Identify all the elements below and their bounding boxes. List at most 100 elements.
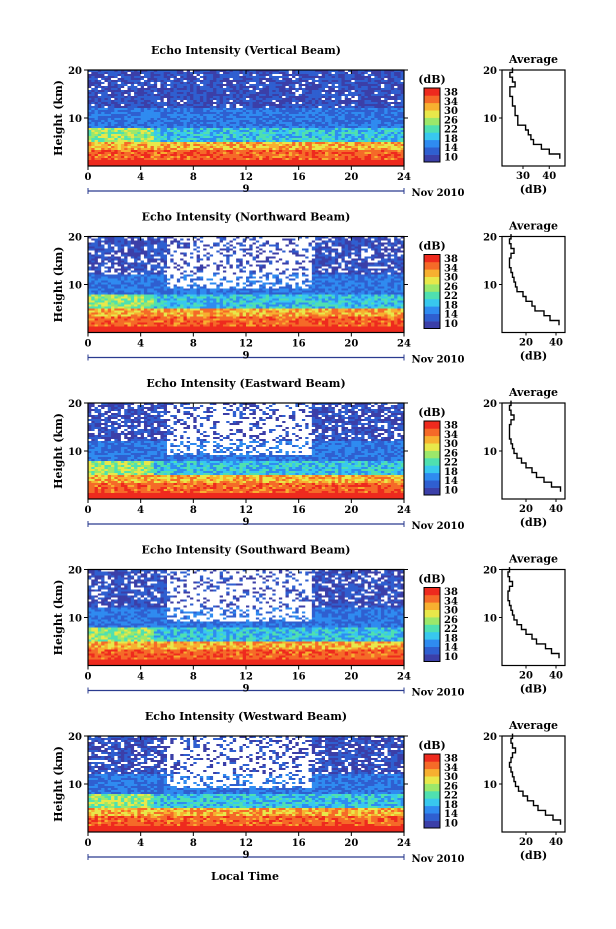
heatmap-cell	[104, 92, 109, 95]
heatmap-cell	[229, 92, 234, 95]
heatmap-cell	[325, 100, 329, 103]
heatmap-cell	[239, 76, 244, 79]
heatmap-cell	[157, 92, 161, 95]
heatmap-cell	[157, 90, 161, 93]
heatmap-cell	[334, 98, 339, 101]
heatmap-cell	[341, 104, 346, 107]
heatmap-cell	[94, 100, 99, 103]
heatmap-cell	[180, 76, 184, 79]
heatmap-cell	[384, 72, 388, 75]
heatmap-cell	[239, 98, 244, 101]
heatmap-cell	[124, 102, 128, 105]
heatmap-cell	[117, 88, 122, 91]
heatmap-cell	[186, 74, 191, 77]
heatmap-cell	[321, 98, 326, 101]
heatmap-cell	[203, 80, 207, 83]
heatmap-cell	[374, 88, 379, 91]
heatmap-cell	[153, 72, 158, 75]
heatmap-cell	[104, 102, 109, 105]
heatmap-cell	[143, 98, 148, 101]
heatmap-cell	[311, 82, 316, 85]
heatmap-cell	[348, 94, 352, 97]
heatmap-cell	[377, 98, 382, 101]
heatmap-cell	[311, 92, 316, 95]
heatmap-cell	[104, 98, 109, 101]
heatmap-cell	[272, 104, 277, 107]
heatmap-cell	[269, 98, 273, 101]
heatmap-cell	[278, 88, 283, 91]
heatmap-cell	[328, 76, 332, 79]
heatmap-cell	[348, 72, 352, 75]
heatmap-cell	[150, 80, 155, 83]
heatmap-cell	[91, 80, 95, 83]
heatmap-cell	[97, 76, 102, 79]
heatmap-cell	[216, 92, 221, 95]
heatmap-cell	[88, 76, 92, 79]
heatmap-cell	[101, 72, 105, 75]
heatmap-cell	[252, 104, 257, 107]
heatmap-cell	[255, 100, 260, 103]
heatmap-cell	[206, 98, 211, 101]
heatmap-cell	[176, 94, 181, 97]
heatmap-cell	[341, 72, 346, 75]
heatmap-cell	[265, 92, 270, 95]
heatmap-cell	[167, 86, 171, 89]
heatmap-cell	[173, 92, 178, 95]
heatmap-cell	[325, 98, 329, 101]
heatmap-cell	[390, 92, 395, 95]
heatmap-cell	[180, 102, 184, 105]
heatmap-cell	[272, 70, 277, 73]
heatmap-cell	[255, 104, 260, 107]
heatmap-cell	[176, 70, 181, 73]
heatmap-cell	[150, 104, 155, 107]
heatmap-cell	[354, 86, 359, 89]
heatmap-cell	[361, 70, 365, 73]
heatmap-cell	[209, 88, 214, 91]
heatmap-cell	[397, 88, 402, 91]
heatmap-cell	[94, 94, 99, 97]
heatmap-cell	[394, 96, 398, 99]
colorbar-swatch	[424, 139, 440, 148]
heatmap-cell	[127, 88, 132, 91]
heatmap-cell	[298, 82, 303, 85]
heatmap-cell	[390, 94, 395, 97]
heatmap-cell	[387, 72, 392, 75]
heatmap-cell	[318, 98, 323, 101]
heatmap-cell	[206, 70, 211, 73]
heatmap-cell	[377, 102, 382, 105]
heatmap-cell	[278, 92, 283, 95]
heatmap-cell	[301, 74, 306, 77]
heatmap-cell	[269, 104, 273, 107]
heatmap-cell	[170, 92, 174, 95]
heatmap-cell	[107, 100, 112, 103]
heatmap-cell	[308, 96, 313, 99]
heatmap-cell	[180, 84, 184, 87]
heatmap-cell	[374, 80, 379, 83]
heatmap-cell	[170, 78, 174, 81]
heatmap-cell	[107, 84, 112, 87]
heatmap-cell	[114, 88, 119, 91]
heatmap-cell	[374, 102, 379, 105]
heatmap-cell	[150, 92, 155, 95]
heatmap-cell	[328, 96, 332, 99]
heatmap-cell	[239, 100, 244, 103]
heatmap-cell	[104, 88, 109, 91]
heatmap-cell	[384, 92, 388, 95]
heatmap-cell	[265, 72, 270, 75]
heatmap-cell	[242, 74, 247, 77]
heatmap-cell	[301, 104, 306, 107]
heatmap-cell	[255, 76, 260, 79]
heatmap-cell	[180, 92, 184, 95]
heatmap-cell	[249, 80, 253, 83]
heatmap-cell	[199, 70, 204, 73]
heatmap-cell	[348, 76, 352, 79]
heatmap-cell	[203, 76, 207, 79]
heatmap-cell	[137, 94, 142, 97]
heatmap-cell	[193, 74, 198, 77]
heatmap-cell	[97, 104, 102, 107]
heatmap-cell	[331, 70, 336, 73]
heatmap-cell	[331, 84, 336, 87]
heatmap-cell	[183, 72, 188, 75]
heatmap-cell	[186, 82, 191, 85]
heatmap-cell	[216, 82, 221, 85]
